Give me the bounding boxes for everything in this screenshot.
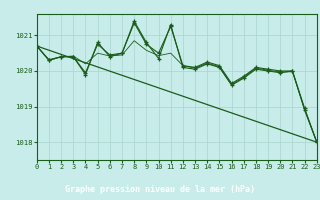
Text: Graphe pression niveau de la mer (hPa): Graphe pression niveau de la mer (hPa) [65, 185, 255, 194]
